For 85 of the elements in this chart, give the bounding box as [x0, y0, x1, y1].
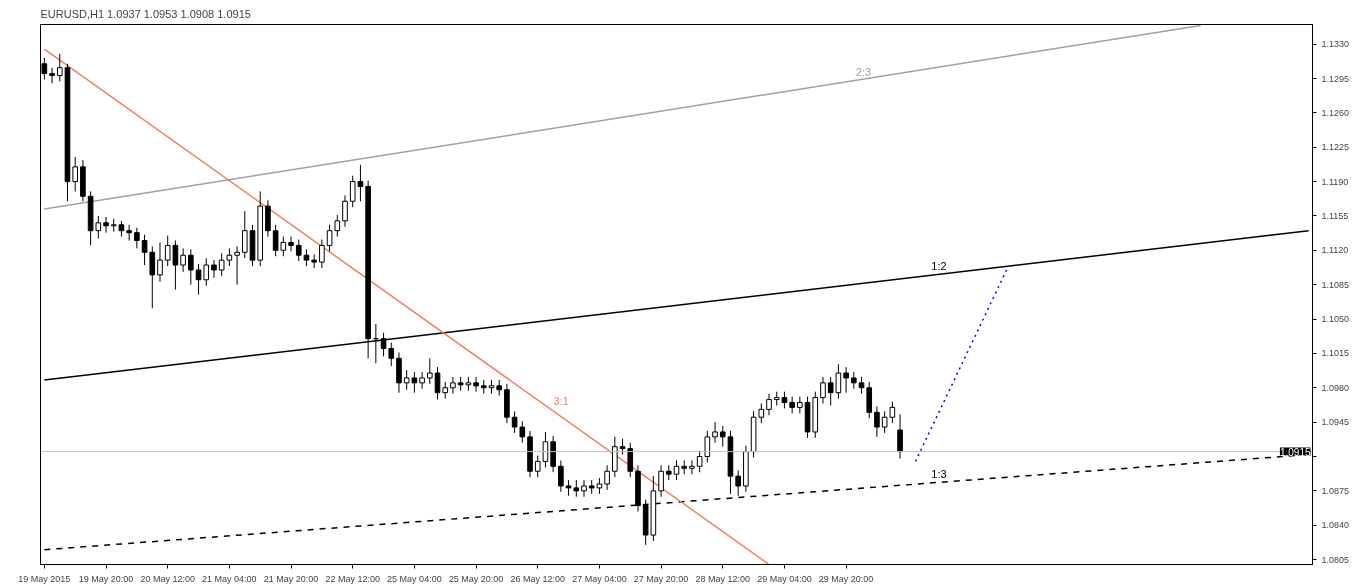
candlestick	[434, 366, 441, 401]
x-tick-label: 19 May 2015	[18, 573, 71, 584]
candlestick	[450, 376, 456, 395]
y-tick-label: 1.0875	[1321, 485, 1350, 496]
candlestick	[881, 410, 888, 434]
candlestick	[542, 431, 549, 468]
y-tick-label: 1.1330	[1321, 39, 1350, 50]
y-tick-label: 1.1190	[1321, 176, 1349, 187]
candlestick	[473, 376, 479, 393]
candlestick	[188, 248, 194, 286]
y-tick-label: 1.0840	[1321, 520, 1350, 531]
x-tick-label: 20 May 12:00	[140, 573, 195, 584]
series-label: 3:1	[553, 394, 569, 407]
candlestick	[288, 236, 294, 252]
x-tick-label: 27 May 04:00	[572, 573, 627, 584]
x-tick-label: 21 May 20:00	[263, 573, 319, 584]
x-tick-label: 27 May 20:00	[633, 573, 689, 584]
candlestick	[195, 263, 202, 295]
candlestick	[874, 405, 880, 438]
candlestick	[419, 371, 425, 390]
y-tick-label: 1.1155	[1321, 210, 1349, 221]
candlestick	[203, 257, 210, 287]
x-tick-label: 29 May 04:00	[757, 573, 812, 584]
candlestick	[218, 252, 225, 277]
candlestick	[581, 479, 587, 498]
candlestick	[689, 459, 695, 475]
x-tick-label: 25 May 20:00	[448, 573, 504, 584]
candlestick	[511, 410, 518, 434]
ref-line-label: 1.0915	[1279, 446, 1311, 458]
candlestick	[789, 396, 795, 414]
candlestick	[766, 393, 772, 416]
candlestick	[604, 464, 610, 491]
candlestick	[241, 210, 248, 259]
x-tick-label: 21 May 04:00	[202, 573, 257, 584]
candlestick	[72, 156, 78, 192]
series-label: 2:3	[855, 65, 872, 78]
candlestick	[627, 442, 634, 478]
y-tick-label: 1.0805	[1321, 554, 1350, 565]
candlestick	[719, 425, 726, 448]
candlestick	[658, 464, 664, 498]
candlestick	[180, 247, 186, 273]
candlestick	[342, 194, 348, 228]
candlestick	[334, 214, 341, 238]
candlestick	[157, 241, 163, 283]
candlestick	[820, 376, 826, 404]
candlestick	[211, 259, 217, 279]
x-tick-label: 25 May 04:00	[387, 573, 442, 584]
candlestick	[427, 357, 433, 385]
y-tick-label: 1.1050	[1321, 314, 1350, 325]
y-tick-label: 1.1225	[1321, 142, 1350, 153]
candlestick	[234, 245, 240, 286]
y-tick-label: 1.1015	[1321, 348, 1350, 359]
y-tick-label: 1.0980	[1321, 382, 1350, 393]
candlestick	[897, 413, 903, 459]
candlestick	[519, 420, 526, 444]
series-label: 1:3	[931, 468, 947, 481]
y-tick-label: 1.1120	[1321, 245, 1349, 256]
x-tick-label: 22 May 12:00	[325, 573, 380, 584]
candlestick	[326, 224, 333, 252]
candlestick	[49, 67, 55, 84]
candlestick	[534, 455, 541, 478]
candlestick	[149, 245, 156, 309]
candlestick	[735, 469, 741, 497]
y-tick-label: 1.1085	[1321, 279, 1350, 290]
y-tick-label: 1.1260	[1321, 107, 1350, 118]
candlestick	[889, 401, 896, 424]
y-tick-label: 1.1295	[1321, 73, 1350, 84]
candlestick	[843, 366, 849, 394]
x-tick-label: 29 May 20:00	[818, 573, 874, 584]
series-label: 1:2	[931, 260, 947, 273]
y-tick-label: 1.0945	[1321, 417, 1350, 428]
candlestick	[56, 53, 63, 82]
candlestick	[141, 234, 148, 266]
x-tick-label: 19 May 20:00	[78, 573, 134, 584]
x-tick-label: 28 May 12:00	[695, 573, 751, 584]
candlestick	[134, 227, 140, 249]
candlestick	[558, 459, 564, 493]
x-tick-label: 26 May 12:00	[510, 573, 566, 584]
candlestick	[673, 459, 680, 481]
candlestick	[295, 239, 302, 262]
candlestick	[103, 216, 109, 234]
candlestick	[758, 402, 765, 424]
chart-title: EURUSD,H1 1.0937 1.0953 1.0908 1.0915	[40, 7, 251, 20]
candlestick	[319, 239, 325, 269]
candlestick	[712, 421, 718, 444]
